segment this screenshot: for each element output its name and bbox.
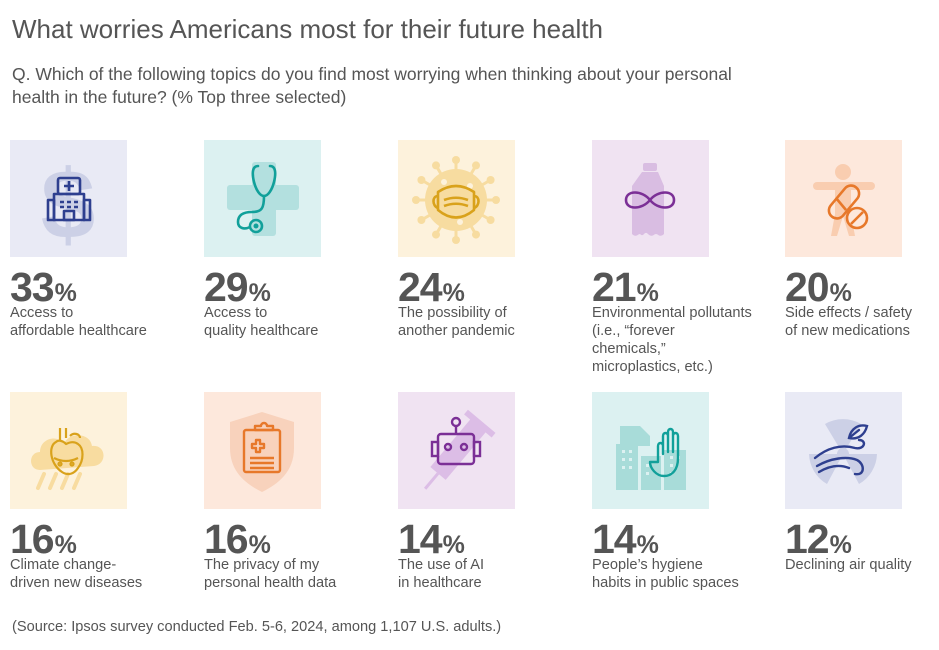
percent-sign: % [54,531,77,559]
stat-card: 12% Declining air quality [785,392,939,574]
percent-sign: % [636,531,659,559]
clipboard-shield-icon [204,392,321,509]
stat-label: Access to affordable healthcare [10,305,147,339]
stat-number: 20 [785,264,830,310]
stat-number: 33 [10,264,55,310]
stat-value: 29% [204,264,364,310]
stat-card: 14% People’s hygiene habits in public spa… [592,392,752,592]
wind-leaf-icon [785,392,902,509]
stethoscope-icon-graphic [227,162,299,236]
stat-value: 16% [204,516,364,562]
bottle-infinity-icon-graphic [624,163,676,236]
stat-card: 14% The use of AI in healthcare [398,392,558,592]
percent-sign: % [829,279,852,307]
stat-card: $ 33% Access to affordable healthcare [10,140,170,340]
percent-sign: % [442,531,465,559]
robot-syringe-icon-graphic [423,409,496,490]
stat-value: 33% [10,264,170,310]
source-note: (Source: Ipsos survey conducted Feb. 5-6… [12,619,502,635]
stat-number: 24 [398,264,443,310]
stat-value: 12% [785,516,939,562]
stat-card: 21% Environmental pollutants (i.e., “fore… [592,140,752,376]
stat-value: 20% [785,264,939,310]
stat-label: Access to quality healthcare [204,305,319,339]
stat-number: 16 [204,516,249,562]
heart-cloud-icon [10,392,127,509]
stat-value: 21% [592,264,752,310]
stat-value: 16% [10,516,170,562]
stat-value: 14% [592,516,752,562]
stat-card: 29% Access to quality healthcare [204,140,364,340]
stat-card: 24% The possibility of another pandemic [398,140,558,340]
wind-leaf-icon-graphic [809,419,877,484]
stat-label: The possibility of another pandemic [398,305,515,339]
percent-sign: % [248,531,271,559]
percent-sign: % [829,531,852,559]
stat-number: 14 [398,516,443,562]
clipboard-shield-icon-graphic [230,412,294,492]
hand-buildings-icon-graphic [616,426,686,490]
heart-cloud-icon-graphic [31,428,104,490]
stethoscope-icon [204,140,321,257]
stat-value: 24% [398,264,558,310]
virus-mask-icon-graphic [412,156,500,244]
stat-label: Environmental pollutants (i.e., “forever… [592,305,752,375]
stat-label: People’s hygiene habits in public spaces [592,557,739,591]
hospital-dollar-icon: $ [10,140,127,257]
stat-number: 14 [592,516,637,562]
percent-sign: % [442,279,465,307]
hospital-dollar-icon-graphic: $ [41,149,96,257]
stat-card: 16% The privacy of my personal health dat… [204,392,364,592]
percent-sign: % [54,279,77,307]
stat-number: 29 [204,264,249,310]
stat-label: Declining air quality [785,557,912,573]
stat-label: The privacy of my personal health data [204,557,337,591]
robot-syringe-icon [398,392,515,509]
chart-title: What worries Americans most for their fu… [12,14,604,44]
stat-label: Climate change- driven new diseases [10,557,143,591]
hand-buildings-icon [592,392,709,509]
percent-sign: % [248,279,271,307]
stat-label: Side effects / safety of new medications [785,305,913,339]
stat-label: The use of AI in healthcare [398,557,484,591]
bottle-infinity-icon [592,140,709,257]
stat-number: 16 [10,516,55,562]
stat-number: 12 [785,516,830,562]
stat-card: 16% Climate change- driven new diseases [10,392,170,592]
pill-prohibited-icon [785,140,902,257]
pill-prohibited-icon-graphic [813,164,875,236]
percent-sign: % [636,279,659,307]
survey-question: Q. Which of the following topics do you … [12,64,732,107]
stat-card: 20% Side effects / safety of new medicati… [785,140,939,340]
stat-number: 21 [592,264,637,310]
stat-value: 14% [398,516,558,562]
virus-mask-icon [398,140,515,257]
